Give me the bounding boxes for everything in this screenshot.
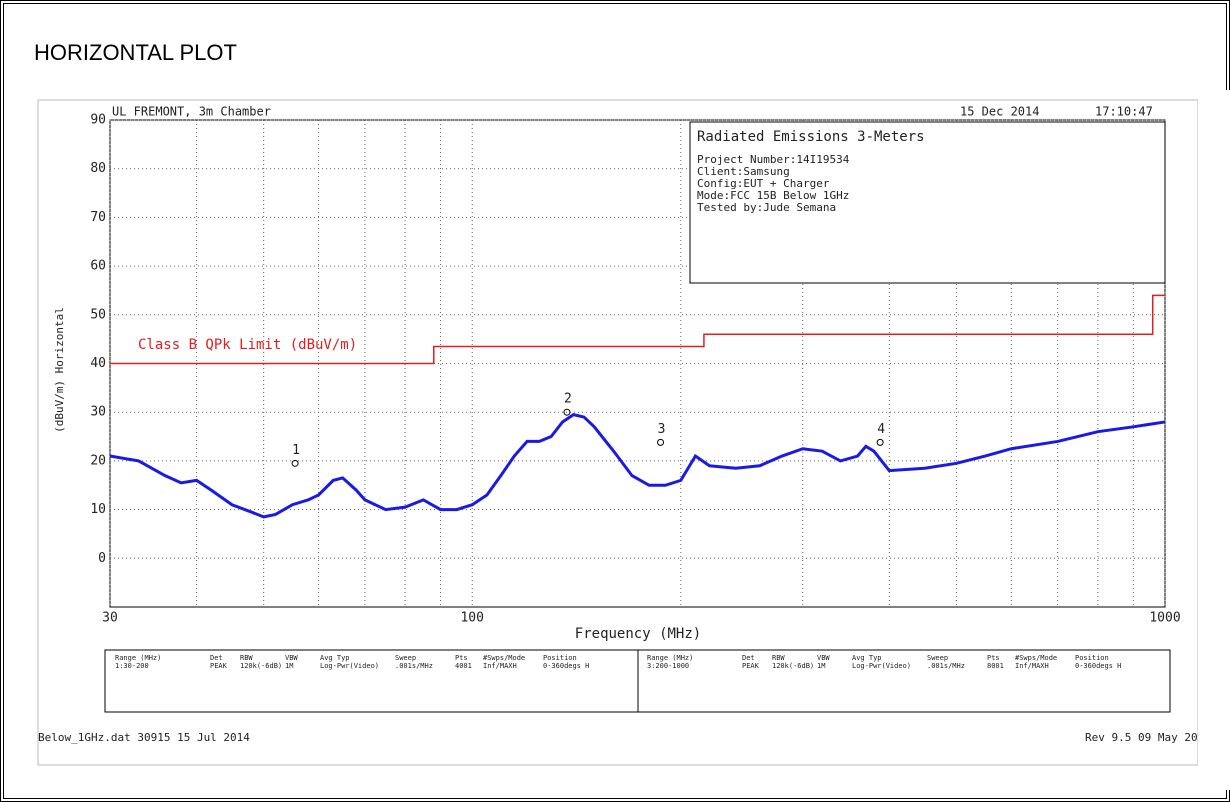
table-header: #Swps/Mode [1015,654,1057,662]
info-title: Radiated Emissions 3-Meters [697,129,925,145]
table-header: Sweep [927,654,948,662]
marker-label: 1 [292,443,300,458]
table-cell: 1:30-200 [115,662,149,670]
table-cell: 4001 [455,662,472,670]
table-cell: 1M [817,662,825,670]
table-header: Avg Typ [852,654,882,662]
page-title: HORIZONTAL PLOT [34,40,237,65]
header-time: 17:10:47 [1095,105,1153,119]
table-header: VBW [285,654,298,662]
table-cell: 0-360degs H [1075,662,1121,670]
y-tick-label: 10 [90,502,106,517]
marker [563,408,571,416]
table-cell: .001s/MHz [927,662,965,670]
header-date: 15 Dec 2014 [960,105,1039,119]
y-label: (dBuV/m) Horizontal [53,307,66,433]
y-tick-label: 40 [90,356,106,371]
y-tick-label: 70 [90,210,106,225]
table-header: Range (MHz) [115,654,161,662]
table-header: Det [742,654,755,662]
trace [109,413,1166,519]
table-cell: 120k(-6dB) [772,662,814,670]
table-cell: Inf/MAXH [1015,662,1049,670]
info-line: Project Number:14I19534 [697,153,850,166]
y-tick-label: 80 [90,161,106,176]
table-cell: 8001 [987,662,1004,670]
marker [876,438,884,446]
table-header: Sweep [395,654,416,662]
marker [291,459,299,467]
table-cell: Log-Pwr(Video) [852,662,911,670]
x-tick-label: 1000 [1149,611,1180,626]
footer-right: Rev 9.5 09 May 2014 [1085,731,1211,744]
limit-label: Class B QPk Limit (dBuV/m) [138,337,357,353]
table-header: #Swps/Mode [483,654,525,662]
table-cell: 0-360degs H [543,662,589,670]
table-cell: PEAK [742,662,760,670]
table-header: Range (MHz) [647,654,693,662]
y-tick-label: 0 [98,551,106,566]
table-cell: Inf/MAXH [483,662,517,670]
clip-mask [1198,90,1230,790]
info-box [689,121,1166,284]
table-header: Avg Typ [320,654,350,662]
table-header: Pts [455,654,468,662]
marker-label: 3 [658,422,666,437]
table-header: RBW [240,654,253,662]
x-tick-label: 30 [102,611,118,626]
y-tick-label: 90 [90,113,106,128]
info-line: Client:Samsung [697,165,790,178]
marker [657,438,665,446]
table-header: Det [210,654,223,662]
marker-label: 4 [877,422,885,437]
table-header: Position [543,654,577,662]
y-tick-label: 60 [90,259,106,274]
table-cell: Log-Pwr(Video) [320,662,379,670]
info-line: Tested by:Jude Semana [697,201,836,214]
table-header: Pts [987,654,1000,662]
y-tick-label: 50 [90,307,106,322]
table-cell: .001s/MHz [395,662,433,670]
y-tick-label: 30 [90,405,106,420]
x-label: Frequency (MHz) [575,626,701,642]
limit-line [110,294,1165,365]
y-tick-label: 20 [90,453,106,468]
table-cell: 120k(-6dB) [240,662,282,670]
info-line: Mode:FCC 15B Below 1GHz [697,189,849,202]
table-header: Position [1075,654,1109,662]
marker-label: 2 [564,392,572,407]
header-left: UL FREMONT, 3m Chamber [112,105,271,119]
footer-left: Below_1GHz.dat 30915 15 Jul 2014 [38,731,250,744]
x-tick-label: 100 [460,611,483,626]
table-cell: PEAK [210,662,228,670]
table-cell: 3:200-1000 [647,662,689,670]
table-header: VBW [817,654,830,662]
table-header: RBW [772,654,785,662]
info-line: Config:EUT + Charger [697,177,830,190]
table-cell: 1M [285,662,293,670]
